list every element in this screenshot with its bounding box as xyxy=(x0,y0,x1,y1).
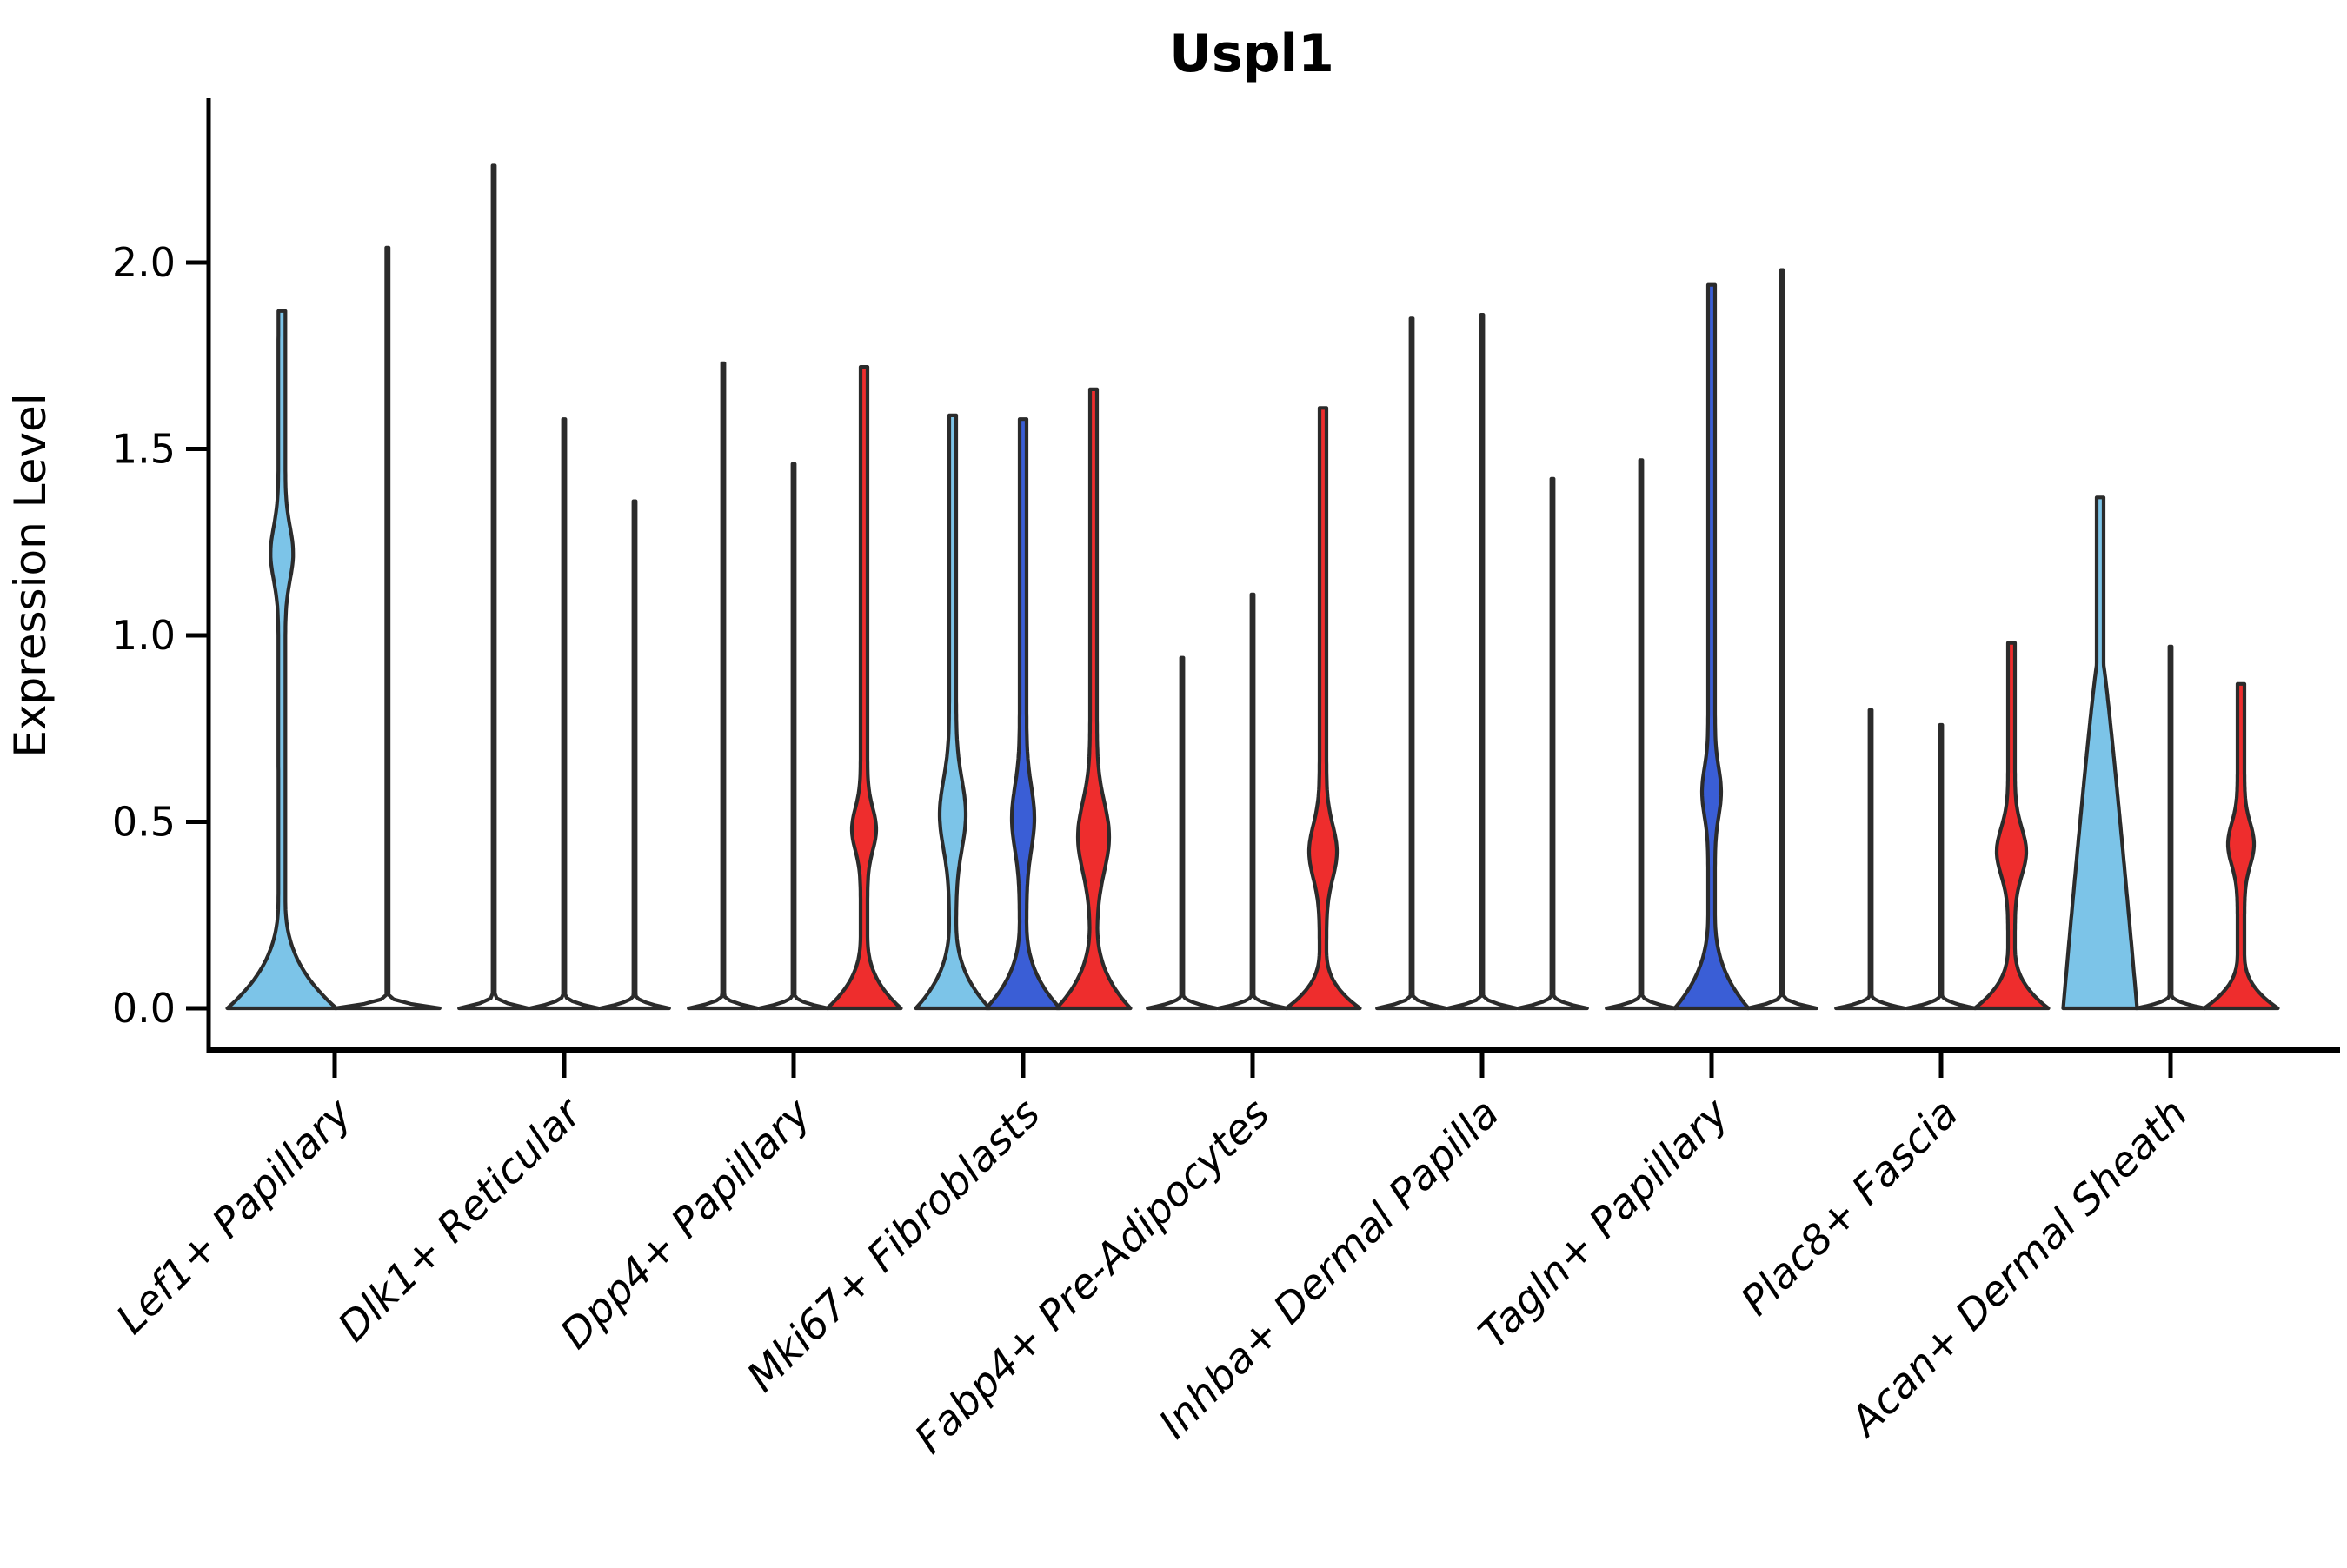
y-tick-label: 1.5 xyxy=(112,426,176,473)
violin-inhba-dermal-papilla-1 xyxy=(1375,316,1448,1011)
y-ticks: 0.0 0.5 1.0 1.5 2.0 xyxy=(112,239,209,1032)
violin-lef1-papillary-1 xyxy=(225,309,339,1011)
violin-acan-dermal-sheath-2 xyxy=(2134,644,2207,1011)
y-tick-label: 1.0 xyxy=(112,612,176,659)
violin-mki67-fibroblasts-2 xyxy=(984,417,1062,1011)
x-tick-label: Dlk1+ Reticular xyxy=(329,1088,593,1352)
plot-title: Uspl1 xyxy=(1169,23,1334,84)
violins-layer xyxy=(225,163,2280,1011)
y-tick-label: 0.0 xyxy=(112,985,176,1032)
x-tick-label: Lef1+ Papillary xyxy=(107,1089,362,1344)
y-tick-label: 0.5 xyxy=(112,799,176,846)
y-axis-label: Expression Level xyxy=(5,393,56,757)
violin-fabp4-pre-adipocytes-1 xyxy=(1146,655,1219,1011)
violin-fabp4-pre-adipocytes-3 xyxy=(1284,406,1362,1011)
violin-mki67-fibroblasts-1 xyxy=(914,413,992,1011)
violin-dpp4-papillary-1 xyxy=(687,361,760,1011)
violin-tagln-papillary-1 xyxy=(1605,458,1678,1011)
violin-acan-dermal-sheath-3 xyxy=(2202,681,2280,1011)
violin-dpp4-papillary-3 xyxy=(825,365,903,1011)
violin-plac8-fascia-3 xyxy=(1972,641,2051,1011)
violin-mki67-fibroblasts-3 xyxy=(1054,387,1133,1011)
violin-acan-dermal-sheath-1 xyxy=(2061,495,2139,1011)
violin-plac8-fascia-2 xyxy=(1905,722,1978,1011)
violin-lef1-papillary-2 xyxy=(333,245,442,1011)
violin-fabp4-pre-adipocytes-2 xyxy=(1216,592,1289,1011)
violin-inhba-dermal-papilla-3 xyxy=(1516,476,1589,1011)
violin-tagln-papillary-2 xyxy=(1672,282,1751,1011)
violin-tagln-papillary-3 xyxy=(1745,268,1818,1011)
violin-dlk1-reticular-2 xyxy=(528,417,601,1011)
y-tick-label: 2.0 xyxy=(112,239,176,286)
violin-inhba-dermal-papilla-2 xyxy=(1446,313,1519,1011)
violin-dlk1-reticular-1 xyxy=(457,163,530,1011)
x-tick-label: Dpp4+ Papillary xyxy=(551,1089,821,1359)
x-tick-label: Tagln+ Papillary xyxy=(1470,1089,1739,1359)
violin-dpp4-papillary-2 xyxy=(757,462,830,1011)
violin-plac8-fascia-1 xyxy=(1834,708,1907,1011)
violin-dlk1-reticular-3 xyxy=(598,499,671,1011)
x-tick-label: Plac8+ Fascia xyxy=(1732,1090,1967,1325)
